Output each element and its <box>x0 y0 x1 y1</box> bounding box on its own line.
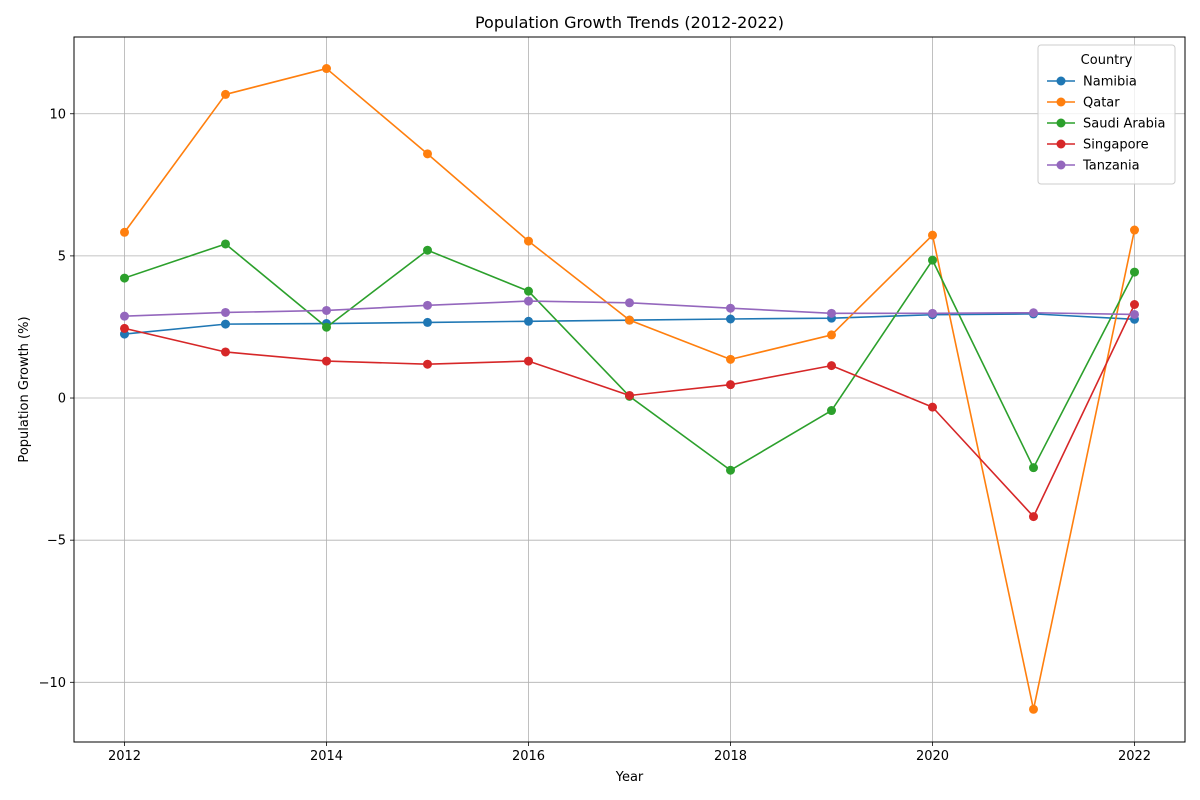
data-point <box>827 308 836 318</box>
data-point <box>726 303 735 313</box>
data-point <box>827 330 836 340</box>
data-point <box>524 296 533 306</box>
legend-box <box>1037 44 1176 185</box>
data-point <box>120 311 129 321</box>
data-point <box>322 356 331 366</box>
data-point <box>625 390 634 400</box>
series-qatar <box>120 64 1139 714</box>
data-point <box>322 305 331 315</box>
data-point <box>928 308 937 318</box>
data-point <box>221 89 230 99</box>
x-axis: 2012 2014 2016 2018 2020 2022 <box>108 742 1151 764</box>
data-point <box>928 255 937 265</box>
data-point <box>423 149 432 159</box>
data-point <box>221 319 230 329</box>
data-point <box>120 323 129 333</box>
data-point <box>1130 225 1139 235</box>
data-point <box>524 286 533 296</box>
series-singapore <box>120 300 1139 522</box>
data-point <box>1029 704 1038 714</box>
data-point <box>423 245 432 255</box>
x-tick-label: 2012 <box>108 749 141 764</box>
y-tick-label: 0 <box>58 392 66 407</box>
data-point <box>423 359 432 369</box>
data-point <box>928 402 937 412</box>
data-point <box>221 239 230 249</box>
legend-swatch-marker <box>1056 76 1066 86</box>
y-tick-label: 5 <box>58 249 66 264</box>
chart-title: Population Growth Trends (2012-2022) <box>475 13 784 32</box>
legend-label: Saudi Arabia <box>1083 117 1166 132</box>
series-layer <box>120 64 1139 714</box>
data-point <box>524 316 533 326</box>
data-point <box>1130 267 1139 277</box>
legend-swatch-marker <box>1056 160 1066 170</box>
data-point <box>827 406 836 416</box>
legend-label: Qatar <box>1083 96 1120 111</box>
y-tick-label: −5 <box>47 534 66 549</box>
data-point <box>1029 512 1038 522</box>
data-point <box>221 307 230 317</box>
data-point <box>1029 308 1038 318</box>
data-point <box>120 227 129 237</box>
data-point <box>625 298 634 308</box>
x-tick-label: 2018 <box>714 749 747 764</box>
legend-item: Qatar <box>1047 96 1120 111</box>
legend-item: Saudi Arabia <box>1047 117 1166 132</box>
data-point <box>1029 463 1038 473</box>
data-point <box>726 465 735 475</box>
legend-item: Singapore <box>1047 138 1149 153</box>
data-point <box>726 354 735 364</box>
data-point <box>1130 309 1139 319</box>
y-axis: −10 −5 0 5 10 <box>39 107 74 691</box>
legend-swatch-marker <box>1056 97 1066 107</box>
data-point <box>726 314 735 324</box>
legend-title: Country <box>1081 53 1133 68</box>
x-axis-label: Year <box>615 770 644 785</box>
x-tick-label: 2016 <box>512 749 545 764</box>
y-tick-label: 10 <box>49 107 66 122</box>
y-axis-label: Population Growth (%) <box>17 316 32 462</box>
legend-swatch-marker <box>1056 139 1066 149</box>
legend-items: Namibia Qatar Saudi Arabia Singapore Tanzani… <box>1047 75 1166 174</box>
y-tick-label: −10 <box>39 676 66 691</box>
legend-item: Namibia <box>1047 75 1137 90</box>
legend-label: Namibia <box>1083 75 1137 90</box>
legend-swatch-marker <box>1056 118 1066 128</box>
data-point <box>524 236 533 246</box>
plot-frame <box>73 36 1186 743</box>
data-point <box>423 300 432 310</box>
data-point <box>221 347 230 357</box>
x-tick-label: 2014 <box>310 749 343 764</box>
legend-label: Tanzania <box>1082 159 1140 174</box>
data-point <box>827 361 836 371</box>
legend-item: Tanzania <box>1047 159 1140 174</box>
data-point <box>726 380 735 390</box>
data-point <box>625 315 634 325</box>
data-point <box>928 230 937 240</box>
data-point <box>524 356 533 366</box>
x-tick-label: 2020 <box>916 749 949 764</box>
series-tanzania <box>120 296 1139 321</box>
data-point <box>322 64 331 74</box>
data-point <box>322 322 331 332</box>
legend: Country Namibia Qatar Saudi Arabia Singapor… <box>1037 44 1176 185</box>
data-point <box>423 317 432 327</box>
legend-label: Singapore <box>1083 138 1149 153</box>
data-point <box>1130 300 1139 310</box>
x-tick-label: 2022 <box>1118 749 1151 764</box>
data-point <box>120 273 129 283</box>
